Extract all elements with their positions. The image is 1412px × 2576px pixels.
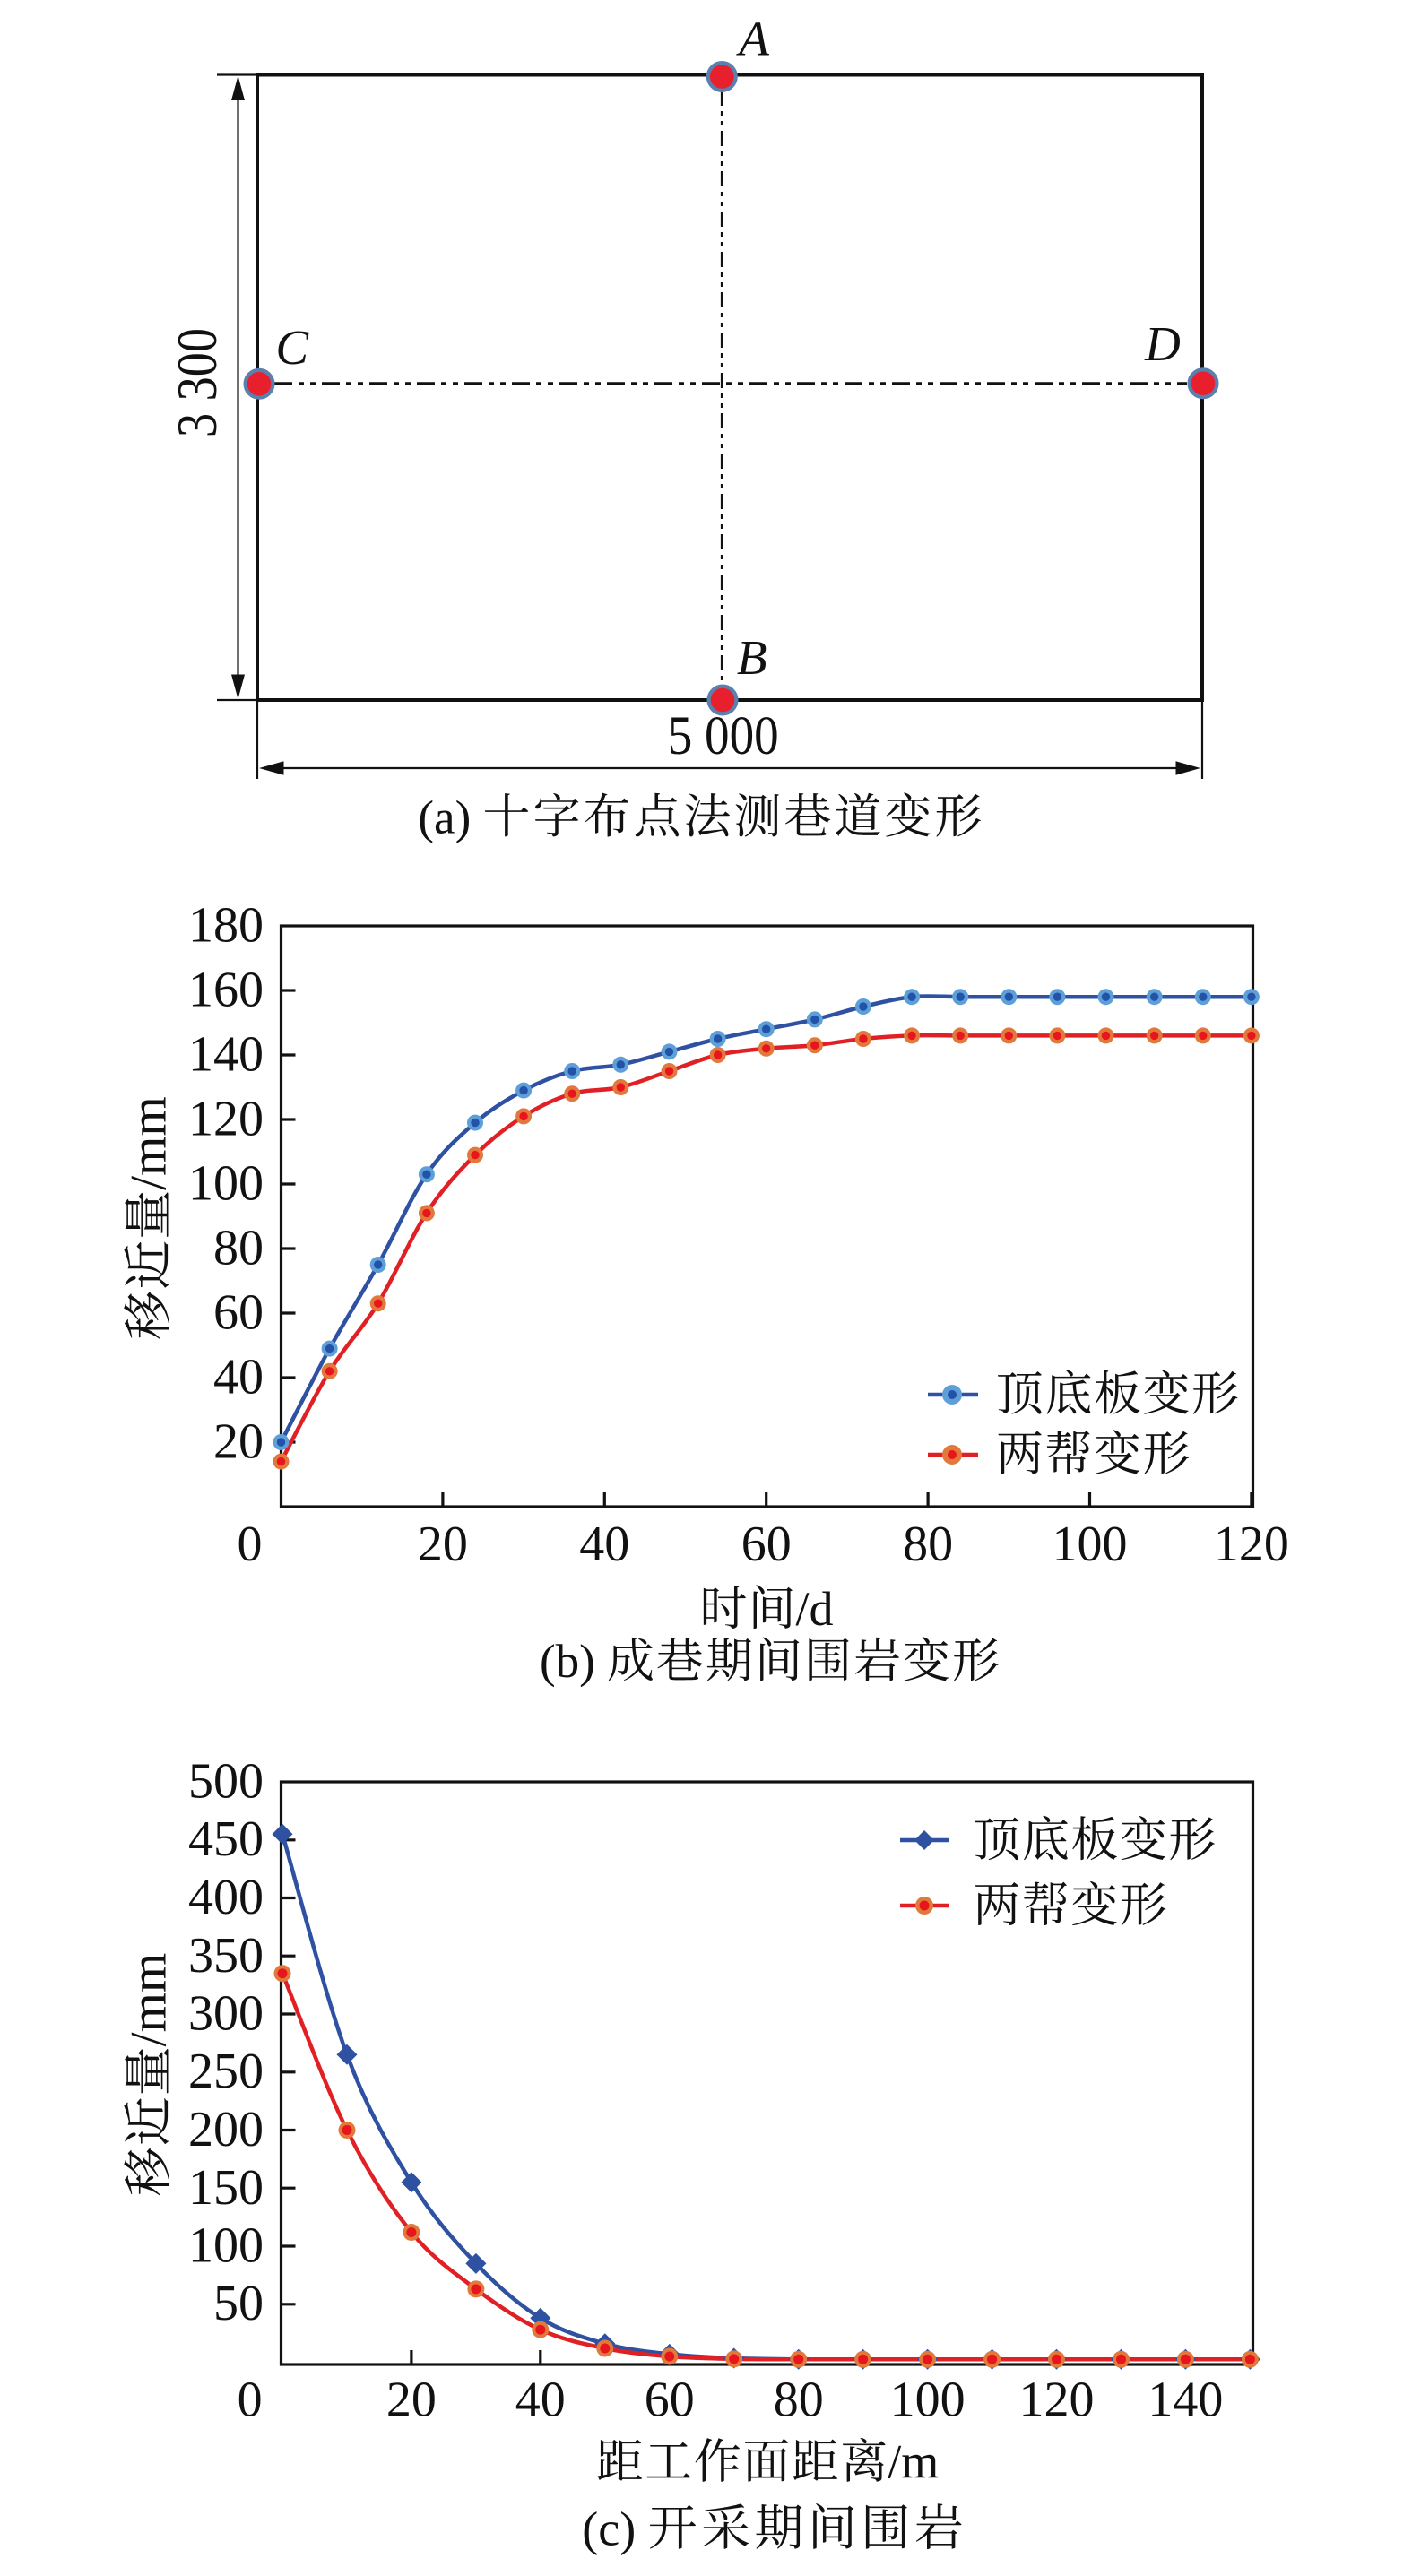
svg-text:120: 120 [188, 1092, 264, 1147]
svg-text:450: 450 [188, 1811, 264, 1867]
svg-text:A: A [735, 12, 769, 66]
svg-text:50: 50 [213, 2276, 264, 2331]
svg-text:80: 80 [213, 1221, 264, 1276]
svg-text:400: 400 [188, 1870, 264, 1925]
svg-text:/mm: /mm [120, 1953, 177, 2047]
svg-text:20: 20 [386, 2372, 437, 2427]
svg-text:0: 0 [238, 1517, 263, 1572]
svg-text:200: 200 [188, 2102, 264, 2157]
svg-text:100: 100 [1053, 1517, 1128, 1572]
svg-text:B: B [737, 630, 767, 685]
svg-text:60: 60 [213, 1285, 264, 1341]
svg-text:180: 180 [188, 898, 264, 954]
svg-text:80: 80 [903, 1517, 953, 1572]
svg-text:(c): (c) [582, 2502, 636, 2555]
svg-text:0: 0 [238, 2372, 263, 2427]
svg-text:100: 100 [188, 2218, 264, 2274]
svg-text:20: 20 [418, 1517, 468, 1572]
svg-text:/d: /d [796, 1582, 834, 1636]
svg-text:5 000: 5 000 [668, 706, 779, 766]
svg-text:40: 40 [579, 1517, 629, 1572]
svg-text:3 300: 3 300 [165, 328, 229, 437]
svg-text:140: 140 [1148, 2372, 1223, 2427]
svg-text:60: 60 [645, 2372, 695, 2427]
svg-text:140: 140 [188, 1027, 264, 1083]
svg-text:120: 120 [1019, 2372, 1095, 2427]
svg-text:150: 150 [188, 2160, 264, 2216]
svg-text:250: 250 [188, 2044, 264, 2099]
svg-text:350: 350 [188, 1928, 264, 1984]
svg-text:120: 120 [1214, 1517, 1289, 1572]
svg-text:(a): (a) [418, 791, 471, 843]
svg-text:D: D [1144, 316, 1181, 371]
svg-text:20: 20 [213, 1414, 264, 1470]
svg-text:40: 40 [515, 2372, 566, 2427]
svg-text:80: 80 [774, 2372, 824, 2427]
svg-text:160: 160 [188, 963, 264, 1018]
svg-text:100: 100 [188, 1156, 264, 1212]
svg-text:/m: /m [888, 2435, 939, 2489]
svg-text:(b): (b) [540, 1636, 595, 1688]
svg-text:/mm: /mm [120, 1096, 177, 1190]
svg-text:C: C [275, 320, 309, 375]
svg-text:300: 300 [188, 1986, 264, 2042]
svg-text:500: 500 [188, 1754, 264, 1810]
svg-text:40: 40 [213, 1350, 264, 1405]
svg-text:100: 100 [890, 2372, 966, 2427]
svg-text:60: 60 [741, 1517, 792, 1572]
